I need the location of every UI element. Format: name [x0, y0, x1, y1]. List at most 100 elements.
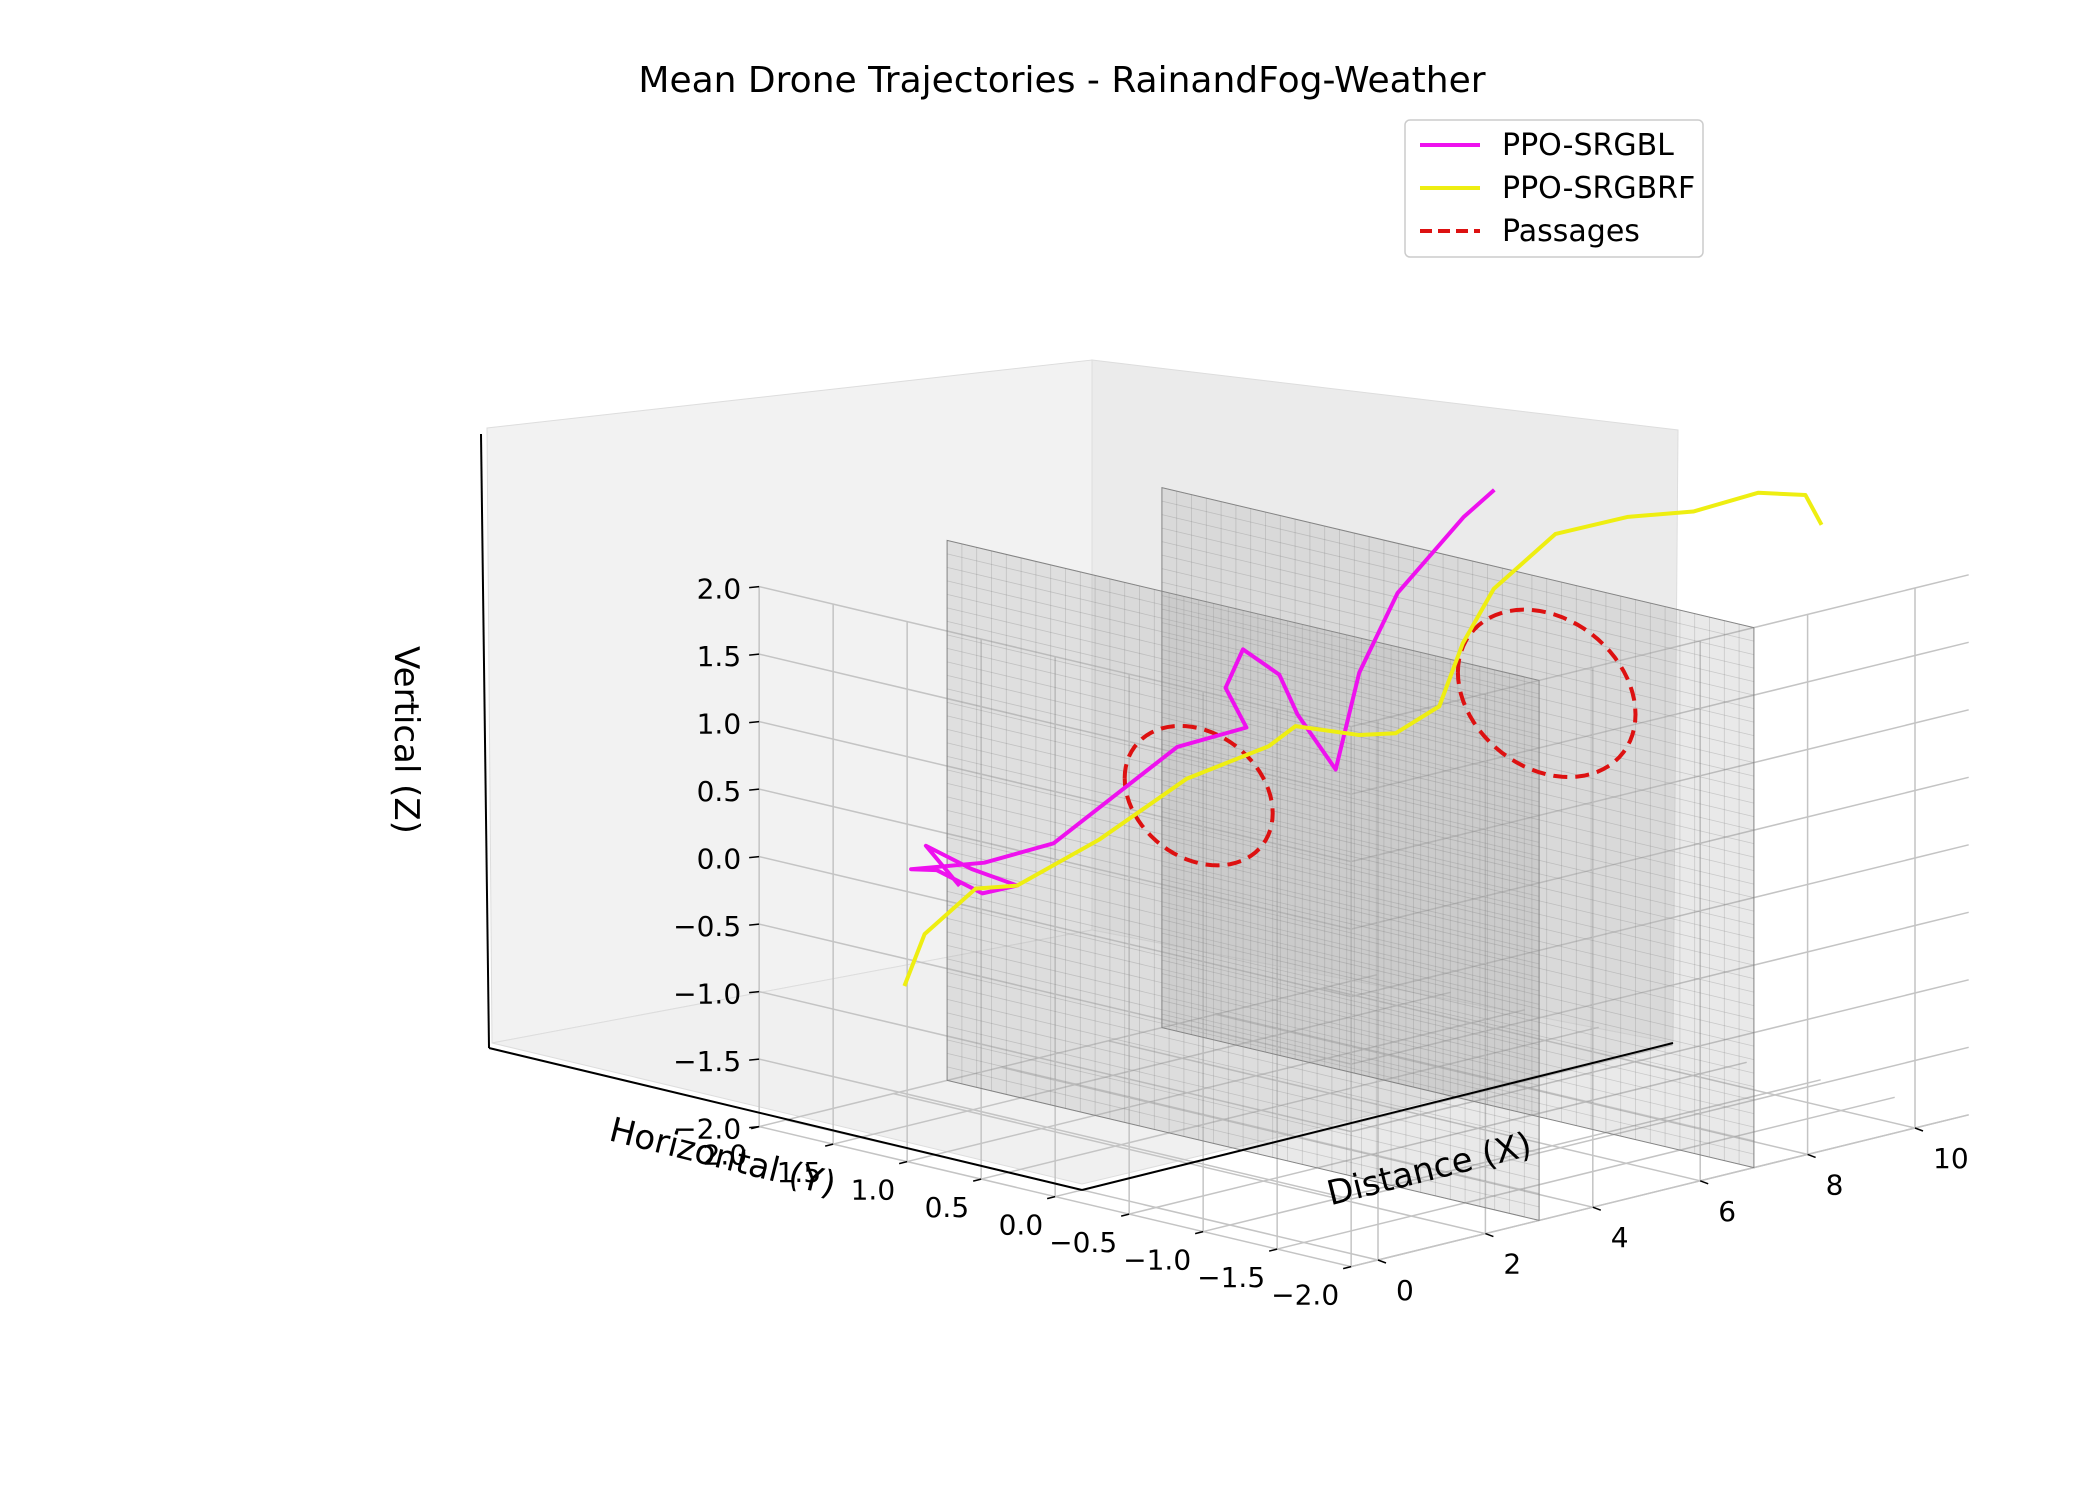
wall-mesh-line	[947, 715, 1540, 857]
z-tick-label: 2.0	[697, 573, 742, 606]
wall-mesh-line	[947, 688, 1540, 830]
z-tick-label: −1.0	[673, 978, 741, 1011]
x-tick-label: 2	[1503, 1248, 1521, 1281]
wall-mesh-line	[947, 864, 1540, 1005]
x-tick-mark	[1807, 1153, 1816, 1159]
wall-mesh-line	[947, 540, 1540, 681]
x-axis-line	[1081, 1042, 1674, 1191]
y-tick-mark	[750, 1125, 760, 1130]
z-axis-line	[480, 433, 490, 1049]
z-tick-label: 0.5	[697, 775, 742, 808]
wall-mesh-line	[1161, 514, 1754, 655]
wall-mesh-line	[1161, 757, 1754, 898]
z-tick-mark	[749, 788, 760, 791]
legend-label-srgbl: PPO-SRGBL	[1502, 128, 1674, 163]
wall-mesh-line	[1161, 865, 1754, 1006]
y-tick-mark	[972, 1178, 982, 1182]
wall-mesh-line	[947, 877, 1540, 1019]
y-tick-label: −0.5	[1049, 1226, 1117, 1259]
wall-mesh-line	[1161, 554, 1754, 696]
wall-mesh-line	[947, 985, 1540, 1127]
wall-mesh-line	[947, 1066, 1540, 1208]
wall-mesh-line	[947, 1053, 1540, 1194]
z-axis-label: Vertical (Z)	[386, 646, 426, 834]
wall-mesh-line	[1161, 932, 1754, 1074]
wall-mesh-line	[1161, 838, 1754, 979]
x-tick-mark	[1377, 1259, 1387, 1264]
x-tick-label: 6	[1718, 1195, 1736, 1228]
x-tick-label: 10	[1933, 1142, 1969, 1175]
wall-mesh-line	[947, 850, 1540, 992]
wall-mesh-line	[1161, 541, 1754, 682]
y-tick-mark	[1268, 1248, 1278, 1252]
wall-mesh-line	[947, 634, 1540, 776]
z-tick-label: 1.5	[697, 640, 742, 673]
y-tick-mark	[898, 1160, 908, 1165]
y-tick-mark	[1120, 1213, 1130, 1217]
wall-mesh-line	[947, 837, 1540, 978]
y-tick-label: −1.5	[1197, 1261, 1265, 1294]
y-tick-label: 2.0	[703, 1139, 748, 1172]
wall-mesh-line	[1161, 649, 1754, 790]
legend-label-srgbrf: PPO-SRGBRF	[1502, 171, 1695, 206]
y-tick-label: −1.0	[1123, 1244, 1191, 1277]
wall-mesh-line	[1161, 851, 1754, 993]
wall-mesh-line	[1161, 946, 1754, 1087]
wall-mesh-line	[1161, 770, 1754, 912]
wall-mesh-line	[947, 904, 1540, 1046]
wall-mesh-line	[1161, 500, 1754, 642]
z-tick-mark	[749, 653, 760, 656]
wall-mesh-line	[1161, 689, 1754, 831]
wall-mesh-line	[947, 945, 1540, 1086]
x-tick-mark	[1914, 1127, 1924, 1132]
wall-mesh-line	[1161, 527, 1754, 669]
trajectory-series	[902, 488, 1824, 987]
z-tick-mark	[749, 1058, 760, 1061]
z-tick-mark	[749, 585, 760, 589]
wall-mesh-line	[947, 972, 1540, 1113]
z-tick-label: 0.0	[697, 843, 742, 876]
passage-circles	[1122, 607, 1638, 868]
legend-box	[1404, 119, 1704, 258]
wall-mesh-line	[947, 594, 1540, 735]
y-tick-mark	[1194, 1230, 1204, 1235]
wall-mesh-line	[947, 1026, 1540, 1167]
obstacle-walls	[946, 486, 1755, 1222]
wall-2	[1161, 486, 1755, 1169]
wall-mesh-line	[1161, 811, 1754, 952]
wall-mesh-line	[947, 567, 1540, 708]
wall-mesh-line	[947, 675, 1540, 816]
wall-mesh-line	[1161, 892, 1754, 1033]
passage-circle-2	[1455, 607, 1638, 780]
legend-label-passages: Passages	[1502, 214, 1640, 249]
wall-mesh-line	[947, 918, 1540, 1059]
wall-mesh-line	[947, 729, 1540, 870]
wall-mesh-line	[1161, 1000, 1754, 1141]
wall-mesh-line	[1161, 1013, 1754, 1155]
x-tick-label: 0	[1396, 1274, 1414, 1307]
wall-mesh-line	[1161, 919, 1754, 1060]
x-tick-label: 4	[1611, 1221, 1629, 1254]
wall-mesh-line	[1161, 487, 1754, 628]
y-axis-line	[488, 1047, 1083, 1191]
wall-mesh-line	[1161, 797, 1754, 939]
wall-mesh-line	[947, 931, 1540, 1073]
z-tick-label: 1.0	[697, 708, 742, 741]
chart-title: Mean Drone Trajectories - RainandFog-Wea…	[638, 60, 1485, 101]
wall-mesh-line	[947, 661, 1540, 803]
wall-mesh-line	[947, 1012, 1540, 1154]
wall-mesh-line	[947, 702, 1540, 843]
wall-mesh-line	[1161, 986, 1754, 1128]
wall-mesh-line	[1161, 784, 1754, 925]
legend: PPO-SRGBL PPO-SRGBRF Passages	[1404, 119, 1704, 258]
wall-mesh-line	[947, 742, 1540, 884]
y-tick-label: 1.5	[777, 1156, 822, 1189]
z-tick-mark	[749, 855, 760, 859]
wall-mesh-line	[1161, 743, 1754, 885]
wall-mesh-line	[947, 999, 1540, 1140]
wall-mesh-line	[947, 783, 1540, 924]
y-tick-mark	[1342, 1265, 1352, 1270]
z-tick-label: −1.5	[673, 1045, 741, 1078]
wall-mesh-line	[1161, 973, 1754, 1114]
wall-mesh-line	[947, 891, 1540, 1032]
